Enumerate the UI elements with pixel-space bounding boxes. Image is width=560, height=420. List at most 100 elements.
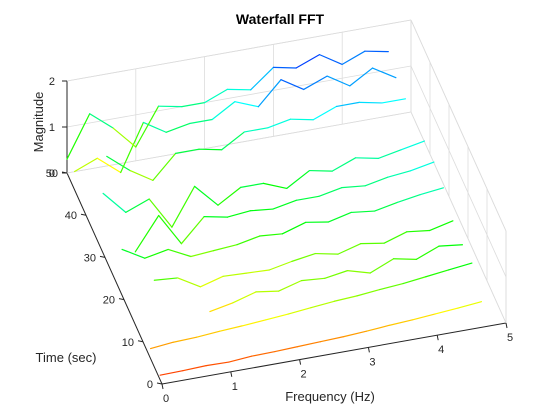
x-tick-label: 5 xyxy=(507,332,513,344)
x-tick-label: 4 xyxy=(438,344,444,356)
floor-edge-back xyxy=(66,111,412,174)
series-segment xyxy=(221,131,246,151)
series-segment xyxy=(129,170,154,181)
series-segment xyxy=(411,313,436,321)
series-segment xyxy=(373,201,398,212)
series-segment xyxy=(264,313,289,321)
series-segment xyxy=(295,195,320,201)
series-segment xyxy=(134,214,160,253)
series-segment xyxy=(346,270,371,274)
series-line xyxy=(66,50,389,160)
series-group xyxy=(66,50,482,376)
series-segment xyxy=(159,370,184,376)
series-segment xyxy=(255,290,280,293)
series-segment xyxy=(457,301,482,309)
series-segment xyxy=(318,54,343,66)
series-segment xyxy=(175,148,200,154)
x-tick-label: 0 xyxy=(163,393,169,405)
series-segment xyxy=(402,276,427,285)
series-segment xyxy=(297,341,322,348)
series-segment xyxy=(188,118,213,125)
series-segment xyxy=(314,252,339,255)
series-segment xyxy=(152,152,177,181)
x-axis-line xyxy=(161,322,507,385)
series-segment xyxy=(102,192,127,213)
series-segment xyxy=(177,277,201,288)
y-tick xyxy=(118,298,125,301)
series-segment xyxy=(356,288,381,297)
z-tick-label: 2 xyxy=(49,76,55,88)
series-segment xyxy=(280,79,305,91)
series-line xyxy=(106,98,406,181)
x-axis-label: Frequency (Hz) xyxy=(285,389,375,404)
series-segment xyxy=(438,244,463,247)
x-tick xyxy=(230,371,233,377)
series-segment xyxy=(358,101,383,104)
series-segment xyxy=(245,269,270,274)
series-segment xyxy=(243,127,269,133)
y-tick xyxy=(137,340,144,343)
series-segment xyxy=(190,250,215,258)
series-segment xyxy=(234,101,259,108)
series-segment xyxy=(198,148,223,151)
x-tick xyxy=(161,383,164,390)
series-segment xyxy=(300,277,326,282)
series-segment xyxy=(335,101,360,108)
floor-edge-right xyxy=(410,111,507,324)
series-segment xyxy=(343,330,368,338)
series-segment xyxy=(249,208,274,212)
series-segment xyxy=(182,365,207,372)
series-segment xyxy=(381,98,406,104)
series-segment xyxy=(383,231,408,244)
series-segment xyxy=(388,319,414,326)
series-segment xyxy=(319,336,345,343)
series-segment xyxy=(331,157,357,172)
series-segment xyxy=(240,182,265,188)
chart-title: Waterfall FFT xyxy=(236,11,325,27)
series-segment xyxy=(213,244,238,252)
series-segment xyxy=(150,341,174,350)
series-segment xyxy=(337,243,362,255)
series-segment xyxy=(326,75,351,87)
series-segment xyxy=(142,121,167,133)
x-tick-label: 3 xyxy=(369,356,375,368)
z-axis-label: Magnitude xyxy=(31,92,46,153)
series-segment xyxy=(250,66,274,91)
series-segment xyxy=(371,67,397,79)
series-segment xyxy=(364,176,389,187)
series-segment xyxy=(226,210,251,218)
series-line xyxy=(134,161,435,253)
series-segment xyxy=(180,216,205,245)
series-segment xyxy=(267,118,292,129)
series-segment xyxy=(365,324,390,332)
series-segment xyxy=(278,280,303,292)
series-line xyxy=(73,67,397,174)
series-segment xyxy=(125,198,150,213)
series-segment xyxy=(172,336,198,343)
series-segment xyxy=(409,161,435,172)
y-tick-label: 50 xyxy=(46,168,58,180)
axes xyxy=(61,19,508,390)
series-segment xyxy=(379,282,404,291)
series-segment xyxy=(259,233,284,237)
series-segment xyxy=(272,199,297,210)
series-segment xyxy=(89,113,114,129)
y-axis-label: Time (sec) xyxy=(36,350,97,365)
y-tick-label: 10 xyxy=(122,337,134,349)
x-tick xyxy=(367,347,370,353)
series-segment xyxy=(291,252,316,262)
series-segment xyxy=(350,210,376,214)
series-segment xyxy=(447,262,473,271)
series-segment xyxy=(286,169,311,190)
series-segment xyxy=(165,122,191,133)
series-segment xyxy=(236,235,261,246)
series-segment xyxy=(211,101,236,121)
series-segment xyxy=(308,169,333,172)
series-segment xyxy=(419,187,444,196)
series-segment xyxy=(287,307,312,315)
grid-line-z-back xyxy=(66,65,412,128)
top-edge-back xyxy=(66,19,412,82)
series-segment xyxy=(349,67,374,87)
y-tick xyxy=(99,255,106,258)
y-tick-label: 0 xyxy=(147,379,153,391)
